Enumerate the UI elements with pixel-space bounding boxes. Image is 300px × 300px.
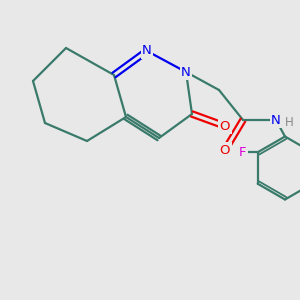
- Text: N: N: [271, 113, 281, 127]
- Text: F: F: [239, 146, 247, 159]
- Text: O: O: [220, 143, 230, 157]
- Text: N: N: [181, 65, 191, 79]
- Text: N: N: [142, 44, 152, 58]
- Text: O: O: [220, 119, 230, 133]
- Text: H: H: [284, 116, 293, 129]
